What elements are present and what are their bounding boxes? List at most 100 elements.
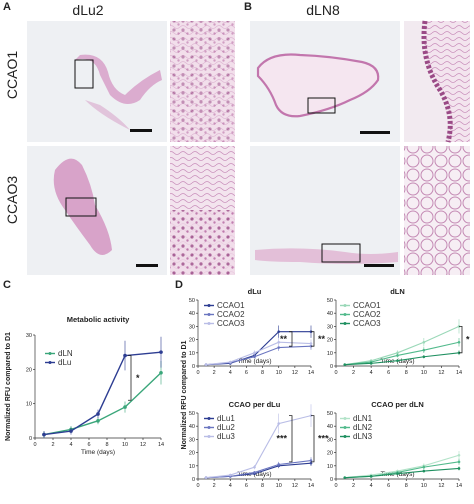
x-tick-label: 12 — [140, 442, 146, 448]
y-tick-label: 40 — [189, 311, 195, 317]
y-tick-label: 10 — [26, 402, 32, 408]
data-point — [343, 476, 347, 479]
legend-marker — [207, 304, 211, 307]
x-tick-label: 0 — [334, 483, 337, 489]
data-point — [343, 363, 347, 366]
y-tick-label: 0 — [330, 364, 333, 370]
y-tick-label: 10 — [189, 464, 195, 470]
x-tick-label: 6 — [87, 442, 90, 448]
significance-label: *** — [276, 434, 287, 444]
significance-bracket — [311, 415, 315, 463]
x-tick-label: 14 — [456, 370, 462, 376]
data-point — [277, 422, 281, 425]
x-tick-label: 10 — [276, 370, 282, 376]
micrograph-b-top-zoom — [404, 20, 470, 143]
panel-letter-c: C — [3, 279, 11, 291]
data-point — [159, 350, 163, 354]
data-point — [253, 351, 256, 355]
panel-a-header: dLu2 — [72, 2, 103, 18]
panel-letter-d: D — [175, 279, 183, 291]
data-point — [204, 363, 208, 366]
data-point — [253, 471, 256, 474]
micrograph-a-ccao3-zoom — [170, 146, 235, 275]
legend-label: dLN1 — [353, 414, 373, 423]
legend-marker — [48, 352, 52, 355]
x-tick-label: 10 — [421, 370, 427, 376]
x-tick-label: 14 — [308, 370, 314, 376]
data-point — [422, 340, 426, 344]
x-tick-label: 12 — [438, 483, 444, 489]
x-tick-label: 12 — [438, 370, 444, 376]
data-point — [277, 346, 281, 349]
y-tick-label: 40 — [189, 424, 195, 430]
data-point — [277, 330, 281, 333]
data-point — [457, 453, 461, 457]
legend-marker — [207, 313, 211, 316]
data-point — [123, 405, 127, 409]
panel-letter-b: B — [244, 1, 252, 13]
legend-label: CCAO3 — [353, 319, 381, 328]
x-tick-label: 4 — [370, 483, 373, 489]
legend-marker — [343, 322, 347, 325]
y-tick-label: 50 — [189, 298, 195, 304]
micrograph-a-ccao1-overview — [27, 21, 167, 142]
x-tick-label: 10 — [276, 483, 282, 489]
micrograph-b-bottom-zoom — [404, 146, 470, 275]
significance-bracket — [311, 331, 315, 347]
significance-label: * — [466, 335, 470, 345]
row-label-ccao3: CCAO3 — [4, 176, 20, 224]
x-tick-label: 4 — [229, 483, 232, 489]
significance-bracket — [289, 331, 293, 347]
significance-bracket — [289, 415, 293, 463]
scale-bar — [364, 264, 394, 267]
chart-title: CCAO per dLu — [229, 400, 281, 409]
data-point — [204, 476, 208, 479]
micrograph-b-top-overview — [250, 21, 400, 142]
data-point — [42, 432, 46, 437]
x-tick-label: 2 — [352, 483, 355, 489]
x-tick-label: 8 — [105, 442, 108, 448]
data-point — [396, 351, 399, 355]
data-point — [228, 473, 232, 477]
legend-marker — [207, 322, 211, 325]
x-tick-label: 10 — [421, 483, 427, 489]
y-tick-label: 40 — [327, 424, 333, 430]
y-tick-label: 50 — [327, 298, 333, 304]
data-point — [396, 472, 399, 476]
y-tick-label: 10 — [327, 351, 333, 357]
x-tick-label: 12 — [292, 483, 298, 489]
x-tick-label: 0 — [196, 370, 199, 376]
y-tick-label: 20 — [327, 338, 333, 344]
y-tick-label: 30 — [189, 437, 195, 443]
chart-title: dLN — [390, 287, 405, 296]
x-tick-label: 0 — [334, 370, 337, 376]
legend-label: dLN — [58, 349, 73, 358]
significance-label: * — [136, 373, 140, 383]
y-tick-label: 0 — [29, 436, 32, 442]
legend-label: CCAO1 — [353, 301, 381, 310]
x-tick-label: 0 — [196, 483, 199, 489]
y-tick-label: 20 — [189, 338, 195, 344]
panel-d-y-axis-label: Normalized RFU compared to D1 — [181, 340, 188, 449]
x-tick-label: 12 — [292, 370, 298, 376]
x-tick-label: 6 — [387, 370, 390, 376]
legend-marker — [343, 435, 347, 438]
row-label-ccao1: CCAO1 — [4, 51, 20, 99]
y-tick-label: 30 — [189, 324, 195, 330]
legend-label: dLN3 — [353, 432, 373, 441]
chart-metabolic-activity: Metabolic activity 0 2 4 6 8 10 12 14 0 10 20 30 Time… — [5, 315, 164, 456]
scale-bar — [360, 131, 390, 134]
y-tick-label: 20 — [189, 451, 195, 457]
x-tick-label: 6 — [245, 370, 248, 376]
significance-label: *** — [318, 434, 329, 444]
significance-label: ** — [280, 334, 288, 344]
scale-bar — [130, 129, 152, 132]
x-tick-label: 0 — [33, 442, 36, 448]
y-tick-label: 20 — [26, 367, 32, 373]
y-tick-label: 0 — [330, 477, 333, 483]
data-point — [96, 419, 100, 423]
data-point — [422, 355, 426, 359]
x-tick-label: 2 — [213, 483, 216, 489]
legend-label: dLN2 — [353, 423, 373, 432]
data-point — [369, 362, 373, 365]
